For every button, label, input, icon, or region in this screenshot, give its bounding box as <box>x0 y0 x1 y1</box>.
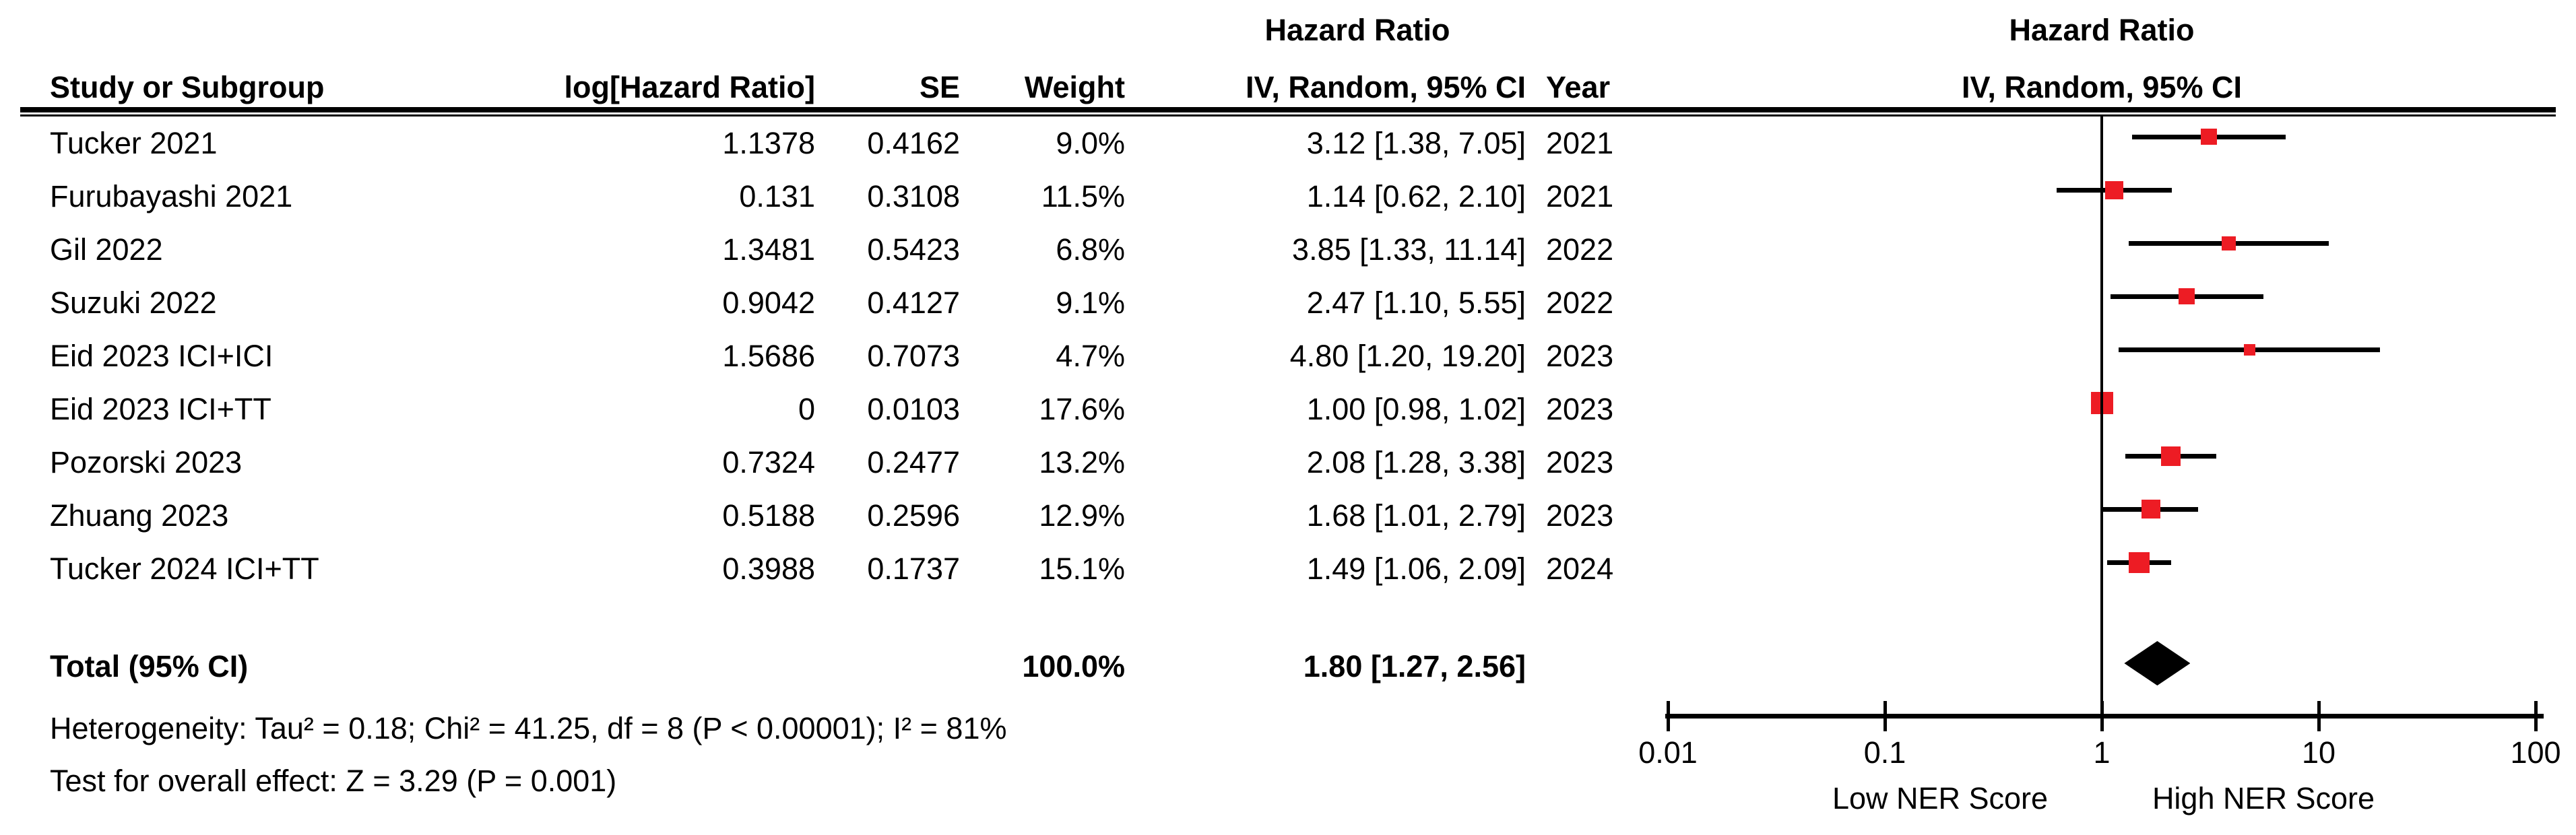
study-weight: 13.2% <box>1039 445 1125 479</box>
axis-tick-label: 0.01 <box>1638 735 1698 770</box>
study-year: 2021 <box>1546 179 1614 213</box>
study-se: 0.3108 <box>867 179 960 213</box>
column-header-ci: IV, Random, 95% CI <box>1246 70 1526 104</box>
study-year: 2023 <box>1546 498 1614 533</box>
axis-tick-label: 0.1 <box>1863 735 1906 770</box>
study-log-hr: 0.131 <box>739 179 815 213</box>
study-log-hr: 1.1378 <box>722 126 815 160</box>
study-ci-text: 1.49 [1.06, 2.09] <box>1306 552 1526 586</box>
study-weight: 12.9% <box>1039 498 1125 533</box>
study-se: 0.2477 <box>867 445 960 479</box>
effect-marker <box>2243 343 2255 356</box>
axis-tick-label: 10 <box>2301 735 2336 770</box>
study-name: Suzuki 2022 <box>50 286 217 320</box>
study-year: 2023 <box>1546 445 1614 479</box>
study-name: Pozorski 2023 <box>50 445 243 479</box>
study-se: 0.0103 <box>867 392 960 426</box>
study-ci-text: 2.08 [1.28, 3.38] <box>1306 445 1526 479</box>
column-header-ci-right: IV, Random, 95% CI <box>1962 70 2242 104</box>
column-header-se: SE <box>919 70 960 104</box>
study-name: Eid 2023 ICI+ICI <box>50 339 273 373</box>
effect-marker <box>2201 129 2218 145</box>
total-label: Total (95% CI) <box>50 649 249 683</box>
study-year: 2023 <box>1546 339 1614 373</box>
study-ci-text: 3.85 [1.33, 11.14] <box>1292 232 1526 267</box>
study-log-hr: 0.3988 <box>722 552 815 586</box>
effect-marker <box>2222 236 2236 250</box>
column-header-year: Year <box>1546 70 1611 104</box>
study-name: Gil 2022 <box>50 232 163 267</box>
study-ci-text: 1.14 [0.62, 2.10] <box>1306 179 1526 213</box>
study-year: 2023 <box>1546 392 1614 426</box>
study-weight: 4.7% <box>1056 339 1125 373</box>
column-header-study: Study or Subgroup <box>50 70 325 104</box>
axis-tick-label: 1 <box>2093 735 2111 770</box>
study-se: 0.4127 <box>867 286 960 320</box>
study-name: Furubayashi 2021 <box>50 179 293 213</box>
axis-tick <box>2534 701 2538 731</box>
column-header-log-hr: log[Hazard Ratio] <box>564 70 815 104</box>
study-name: Eid 2023 ICI+TT <box>50 392 271 426</box>
axis-label-high: High NER Score <box>2152 781 2375 815</box>
study-year: 2021 <box>1546 126 1614 160</box>
study-ci-text: 1.68 [1.01, 2.79] <box>1306 498 1526 533</box>
total-ci-text: 1.80 [1.27, 2.56] <box>1303 649 1526 683</box>
study-se: 0.7073 <box>867 339 960 373</box>
study-se: 0.2596 <box>867 498 960 533</box>
axis-label-low: Low NER Score <box>1832 781 2049 815</box>
plot-vertical-axis <box>2100 116 2103 719</box>
effect-marker <box>2141 500 2160 519</box>
effect-marker <box>2104 180 2123 199</box>
study-year: 2024 <box>1546 552 1614 586</box>
study-weight: 6.8% <box>1056 232 1125 267</box>
study-ci-text: 2.47 [1.10, 5.55] <box>1306 286 1526 320</box>
axis-tick-label: 100 <box>2510 735 2561 770</box>
study-log-hr: 0 <box>798 392 815 426</box>
header-separator-thin <box>20 114 2556 116</box>
column-header-weight: Weight <box>1024 70 1125 104</box>
overall-effect-text: Test for overall effect: Z = 3.29 (P = 0… <box>50 764 617 798</box>
study-log-hr: 0.5188 <box>722 498 815 533</box>
study-weight: 9.1% <box>1056 286 1125 320</box>
study-year: 2022 <box>1546 232 1614 267</box>
effect-title-left: Hazard Ratio <box>1264 13 1450 47</box>
study-ci-text: 1.00 [0.98, 1.02] <box>1306 392 1526 426</box>
effect-title-right: Hazard Ratio <box>2009 13 2195 47</box>
total-weight: 100.0% <box>1022 649 1125 683</box>
study-log-hr: 0.9042 <box>722 286 815 320</box>
study-year: 2022 <box>1546 286 1614 320</box>
study-weight: 15.1% <box>1039 552 1125 586</box>
axis-tick <box>1667 701 1670 731</box>
study-log-hr: 1.3481 <box>722 232 815 267</box>
study-log-hr: 0.7324 <box>722 445 815 479</box>
header-separator <box>20 107 2556 112</box>
study-name: Tucker 2024 ICI+TT <box>50 552 319 586</box>
effect-marker <box>2129 552 2150 573</box>
axis-tick <box>1883 701 1887 731</box>
summary-diamond <box>2124 641 2191 686</box>
study-name: Tucker 2021 <box>50 126 218 160</box>
study-name: Zhuang 2023 <box>50 498 229 533</box>
study-weight: 17.6% <box>1039 392 1125 426</box>
axis-tick <box>2317 701 2321 731</box>
axis-tick <box>2100 701 2104 731</box>
study-log-hr: 1.5686 <box>722 339 815 373</box>
study-se: 0.5423 <box>867 232 960 267</box>
heterogeneity-text: Heterogeneity: Tau² = 0.18; Chi² = 41.25… <box>50 711 1007 745</box>
study-ci-text: 4.80 [1.20, 19.20] <box>1289 339 1526 373</box>
effect-marker <box>2160 446 2181 466</box>
study-se: 0.1737 <box>867 552 960 586</box>
study-ci-text: 3.12 [1.38, 7.05] <box>1306 126 1526 160</box>
effect-marker <box>2179 288 2195 304</box>
plot-x-axis <box>1665 714 2544 719</box>
study-se: 0.4162 <box>867 126 960 160</box>
study-weight: 11.5% <box>1041 179 1125 213</box>
study-weight: 9.0% <box>1056 126 1125 160</box>
